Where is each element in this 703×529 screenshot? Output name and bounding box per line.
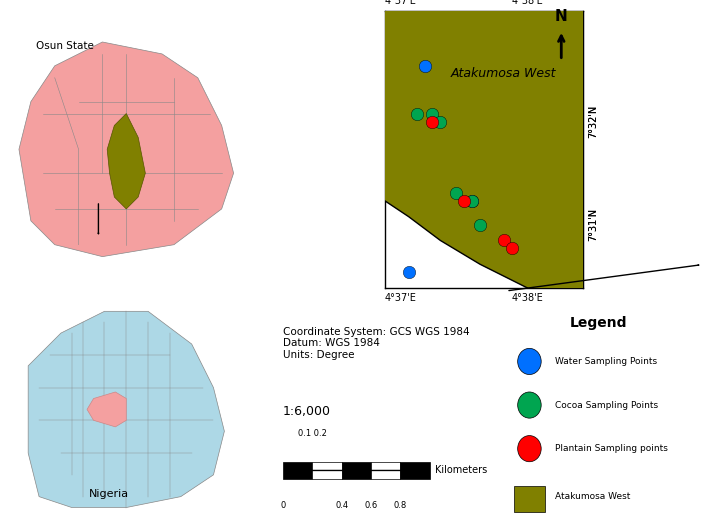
Circle shape — [517, 435, 541, 462]
FancyBboxPatch shape — [514, 486, 545, 512]
Text: 0: 0 — [280, 501, 285, 510]
Point — [419, 62, 430, 70]
Point — [411, 110, 423, 118]
Polygon shape — [385, 11, 583, 288]
Polygon shape — [385, 201, 527, 288]
Text: Nigeria: Nigeria — [89, 489, 129, 499]
Point — [427, 117, 438, 126]
Text: Legend: Legend — [569, 316, 627, 330]
FancyBboxPatch shape — [283, 462, 312, 479]
Text: Atakumosa West: Atakumosa West — [451, 68, 557, 80]
Point — [434, 117, 446, 126]
FancyBboxPatch shape — [371, 462, 401, 479]
Text: Plantain Sampling points: Plantain Sampling points — [555, 444, 668, 453]
Text: 0.6: 0.6 — [364, 501, 378, 510]
Polygon shape — [107, 114, 146, 209]
Polygon shape — [28, 312, 224, 507]
Point — [467, 197, 478, 205]
Circle shape — [517, 392, 541, 418]
Text: Atakumosa West: Atakumosa West — [555, 492, 631, 501]
Text: 1:6,000: 1:6,000 — [283, 405, 331, 418]
Text: 0.8: 0.8 — [394, 501, 407, 510]
Point — [467, 197, 478, 205]
Point — [498, 236, 510, 245]
Text: Osun State: Osun State — [36, 41, 93, 51]
Point — [451, 189, 462, 197]
FancyBboxPatch shape — [312, 462, 342, 479]
Text: 0.1 0.2: 0.1 0.2 — [298, 429, 327, 438]
Polygon shape — [87, 392, 127, 427]
Circle shape — [517, 349, 541, 375]
Point — [427, 110, 438, 118]
FancyBboxPatch shape — [401, 462, 430, 479]
Text: N: N — [555, 10, 567, 24]
Point — [403, 268, 414, 277]
Point — [475, 221, 486, 229]
Point — [506, 244, 517, 253]
FancyBboxPatch shape — [342, 462, 371, 479]
Text: Water Sampling Points: Water Sampling Points — [555, 357, 657, 366]
Text: 0.4: 0.4 — [335, 501, 348, 510]
Text: Coordinate System: GCS WGS 1984
Datum: WGS 1984
Units: Degree: Coordinate System: GCS WGS 1984 Datum: W… — [283, 326, 470, 360]
Point — [458, 197, 470, 205]
Text: Kilometers: Kilometers — [435, 466, 487, 476]
Text: Cocoa Sampling Points: Cocoa Sampling Points — [555, 400, 658, 409]
Polygon shape — [19, 42, 233, 257]
